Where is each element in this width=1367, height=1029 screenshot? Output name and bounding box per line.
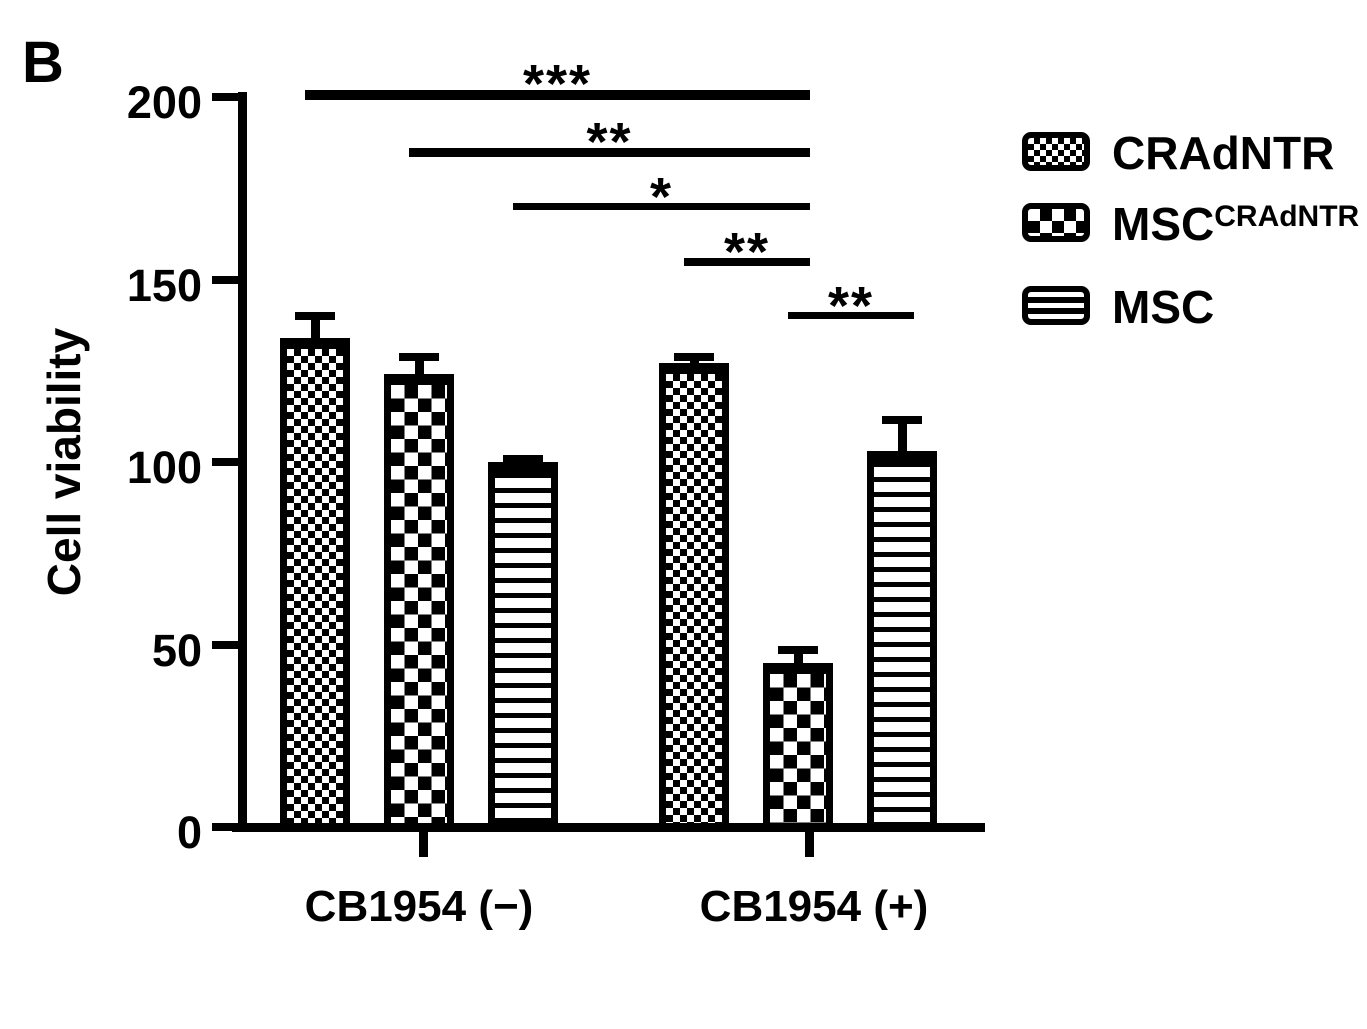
error-bar-cap [882,416,922,425]
y-tick-label: 50 [151,624,202,676]
significance-line [788,312,914,319]
bar-cradntr-group1 [280,337,350,832]
y-tick [212,275,238,284]
bar-msc-group1 [488,462,558,832]
y-tick [212,93,238,101]
error-bar-cap [399,352,439,361]
legend-label-2: MSCCRAdNTR [1112,198,1360,250]
y-tick [212,458,238,466]
y-tick-label: 100 [126,442,202,493]
significance-stars: ** [586,112,633,172]
y-tick-label: 200 [126,77,202,128]
x-tick [418,831,428,857]
significance-stars: *** [522,54,593,114]
y-tick-label: 150 [126,259,202,311]
y-tick [212,823,238,831]
error-bar-stem [310,312,320,352]
legend-label-superscript: CRAdNTR [1214,200,1360,233]
significance-stars: ** [723,222,771,282]
error-bar-cap [674,352,714,361]
bar-msc-cradntr-group2 [763,662,833,832]
significance-line [409,148,810,157]
error-bar-stem [793,646,803,677]
bar-msc-group2 [867,451,937,832]
legend-swatch-2 [1022,203,1090,242]
error-bar-cap [295,312,335,321]
error-bar-cap [778,646,818,655]
x-category-label: CB1954 (−) [304,882,534,931]
significance-stars: ** [827,276,875,336]
legend-swatch-1 [1022,132,1090,171]
x-tick [804,831,814,857]
bar-msc-cradntr-group1 [384,374,454,832]
significance-line [513,203,810,210]
significance-stars: * [649,167,674,227]
y-axis-line [238,92,247,832]
panel-label: B [22,30,64,95]
y-tick-label: 0 [176,807,202,858]
error-bar-stem [414,352,424,389]
legend-swatch-3 [1022,286,1090,325]
x-category-label: CB1954 (+) [699,882,929,931]
error-bar-cap [503,454,543,463]
legend-label-3: MSC [1112,281,1215,333]
legend-label-1: CRAdNTR [1112,127,1335,179]
significance-line [684,258,810,266]
y-tick [212,640,238,649]
x-axis-line [232,823,985,832]
significance-line [305,90,810,100]
bar-cradntr-group2 [659,363,729,832]
error-bar-stem [897,416,907,466]
